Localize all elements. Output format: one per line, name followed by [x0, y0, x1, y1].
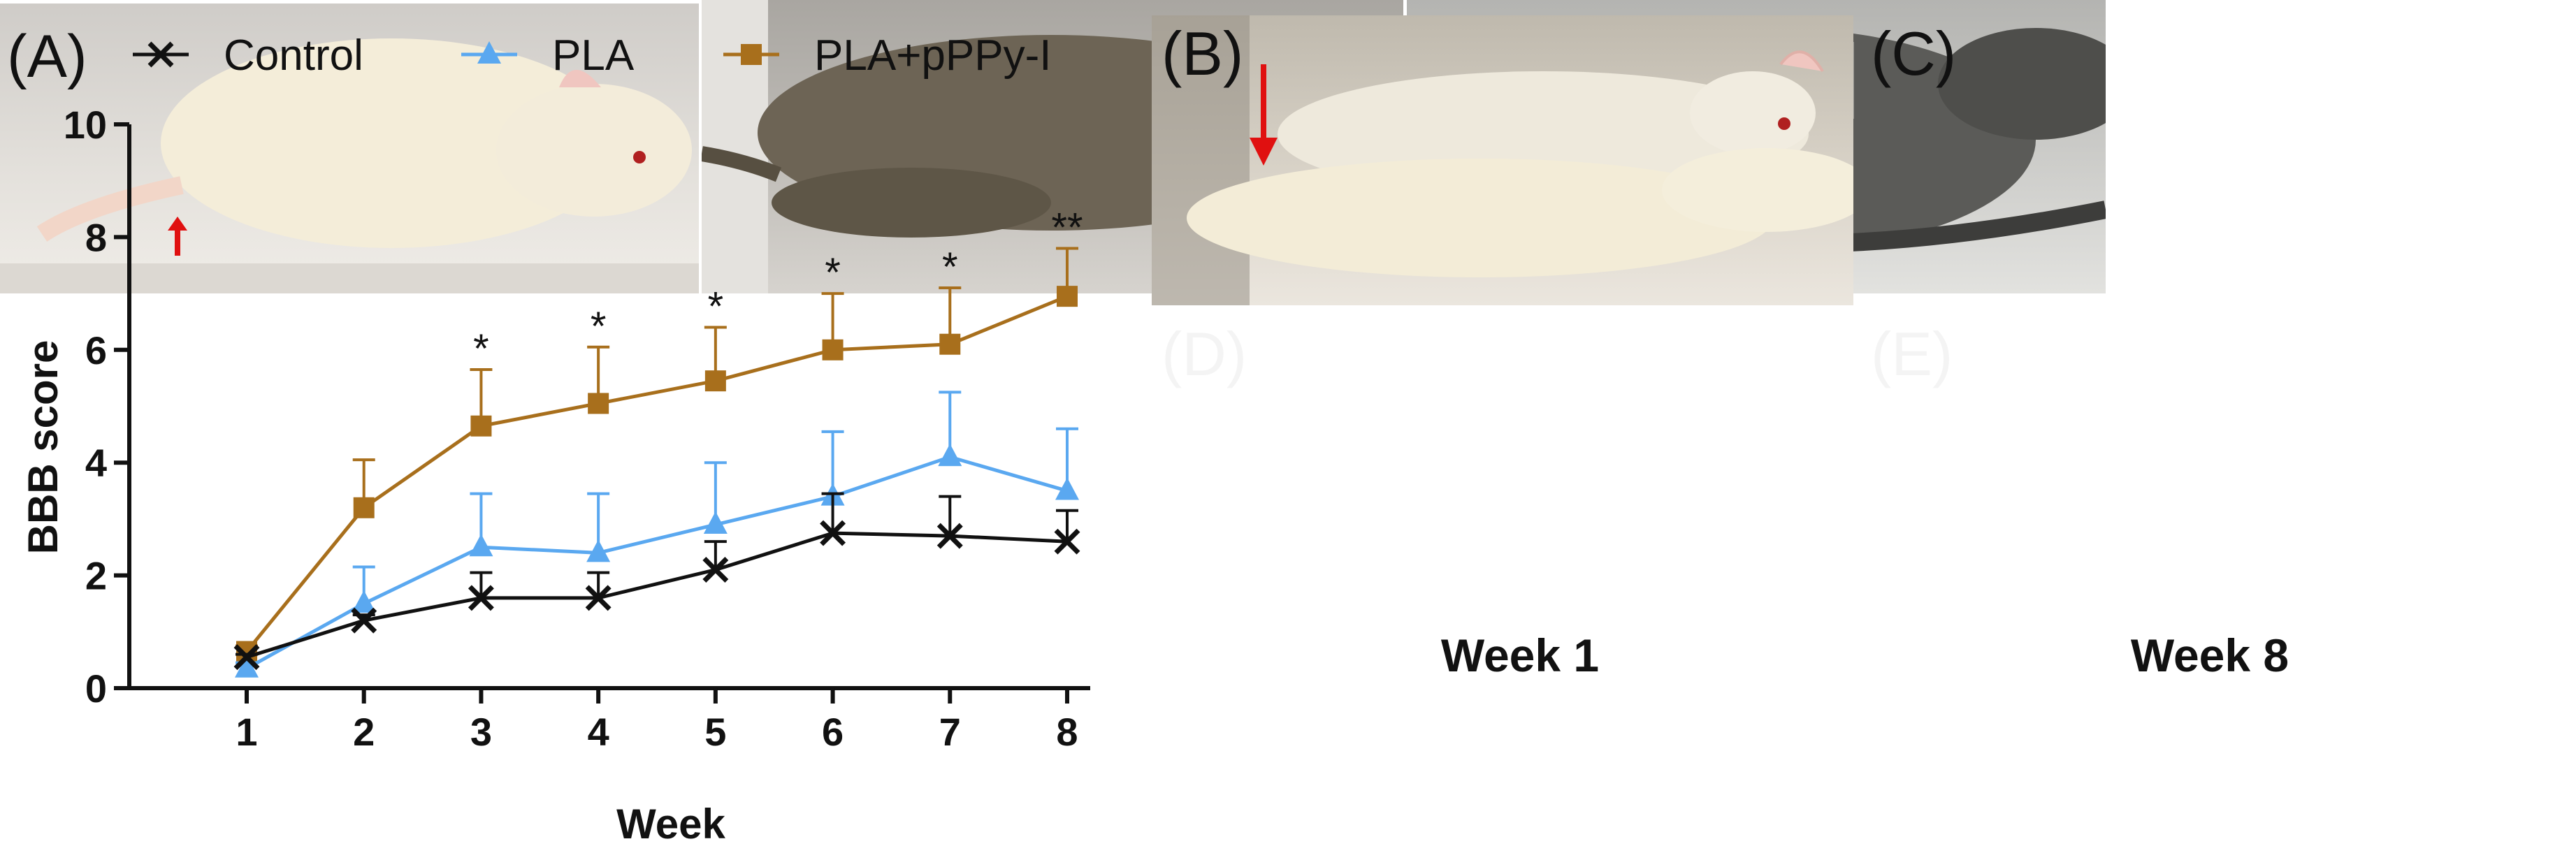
legend-item-pla-pppy-i: PLA+pPPy-I: [723, 31, 1051, 80]
x-tick-label: 7: [939, 710, 961, 754]
data-point: [147, 41, 174, 68]
y-tick-label: 0: [85, 666, 107, 711]
data-point: [1054, 528, 1080, 555]
week-1-label: Week 1: [1440, 629, 1600, 681]
series-line: [245, 455, 1068, 670]
series-line: [246, 531, 1068, 660]
y-axis-label: BBB score: [20, 340, 66, 555]
data-point: [351, 607, 377, 634]
data-point: [1055, 477, 1079, 500]
data-point: [704, 370, 726, 392]
legend-label: PLA+pPPy-I: [814, 31, 1051, 80]
significance-annotation: *: [473, 326, 489, 372]
data-point: [936, 523, 963, 549]
data-point: [741, 44, 762, 65]
data-point: [233, 644, 260, 671]
significance-annotation: **: [1051, 205, 1083, 251]
legend-item-pla: PLA: [461, 31, 635, 80]
data-point: [468, 585, 494, 611]
significance-annotation: *: [708, 284, 724, 330]
significance-annotation: *: [591, 304, 607, 349]
x-tick-label: 6: [822, 710, 844, 754]
photo-b: [1152, 15, 1853, 305]
series-control: [233, 492, 1080, 671]
x-tick-label: 5: [704, 710, 726, 754]
panel-label-c: (C): [1871, 19, 1957, 88]
data-point: [820, 520, 846, 546]
y-tick-label: 6: [85, 328, 107, 372]
data-point: [353, 497, 375, 518]
data-point: [477, 41, 501, 64]
data-point: [352, 590, 376, 613]
series-pla-pppy-i: [236, 247, 1078, 662]
panel-label-e: (E): [1871, 319, 1953, 388]
data-point: [469, 534, 493, 557]
y-tick-label: 10: [64, 103, 107, 147]
data-point: [822, 339, 844, 360]
legend: Control PLA PLA+pPPy-I: [133, 31, 1051, 80]
data-point: [470, 415, 492, 437]
legend-item-control: Control: [133, 31, 363, 80]
legend-label: PLA: [552, 31, 635, 80]
data-point: [588, 393, 609, 414]
data-point: [235, 655, 259, 678]
y-tick-label: 2: [85, 554, 107, 598]
data-point: [939, 333, 961, 355]
data-point: [586, 539, 611, 562]
x-tick-label: 8: [1056, 710, 1078, 754]
significance-annotation: *: [825, 250, 841, 296]
y-tick-label: 8: [85, 215, 107, 259]
data-point: [1057, 286, 1078, 307]
x-tick-label: 1: [236, 710, 257, 754]
y-tick-label: 4: [85, 441, 107, 485]
photo-c: [0, 3, 699, 293]
legend-label: Control: [224, 31, 363, 80]
significance-annotation: *: [942, 245, 958, 290]
data-point: [585, 585, 612, 611]
x-tick-label: 2: [353, 710, 375, 754]
panel-label-b: (B): [1162, 19, 1244, 88]
series-line: [245, 294, 1068, 653]
panel-label-a: (A): [7, 23, 87, 90]
data-point: [938, 444, 962, 467]
data-point: [702, 557, 729, 583]
x-tick-label: 3: [470, 710, 492, 754]
data-point: [703, 511, 728, 534]
week-8-label: Week 8: [2130, 629, 2289, 681]
panel-label-d: (D): [1162, 319, 1247, 388]
x-tick-label: 4: [588, 710, 609, 754]
plot-area: * * ** ***: [233, 205, 1083, 678]
x-axis-label: Week: [616, 801, 725, 847]
